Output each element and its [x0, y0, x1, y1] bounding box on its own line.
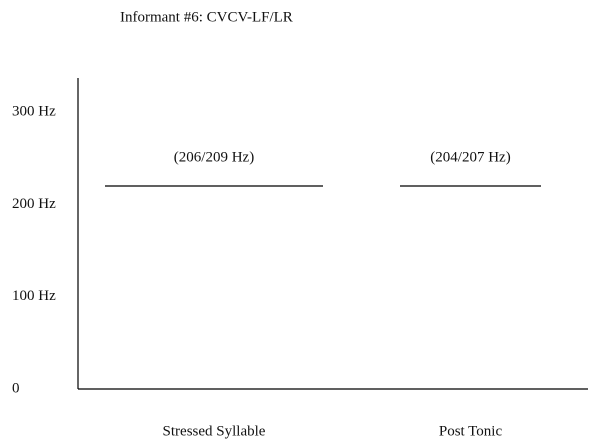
y-tick-label: 300 Hz: [12, 104, 56, 120]
x-tick-label: Post Tonic: [439, 423, 503, 439]
y-tick-label: 200 Hz: [12, 196, 56, 212]
chart-title: Informant #6: CVCV-LF/LR: [120, 9, 293, 25]
annotation: (206/209 Hz): [174, 149, 254, 165]
y-tick-label: 0: [12, 380, 20, 396]
annotation: (204/207 Hz): [430, 149, 510, 165]
y-tick-label: 100 Hz: [12, 288, 56, 304]
x-tick-label: Stressed Syllable: [163, 423, 266, 439]
